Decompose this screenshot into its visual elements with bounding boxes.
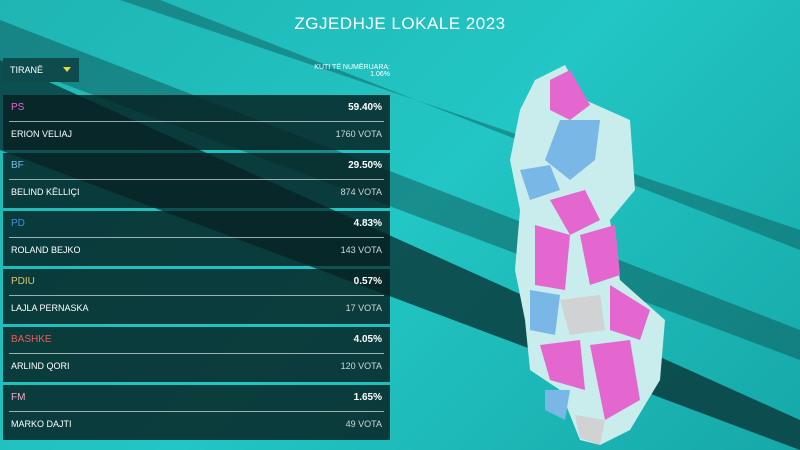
party-percent: 1.65% — [353, 392, 382, 403]
candidate-votes: 874 VOTA — [340, 187, 382, 197]
party-percent: 59.40% — [348, 102, 382, 113]
candidate-name: BELIND KËLLIÇI — [11, 187, 80, 197]
region — [575, 415, 605, 445]
map — [510, 65, 665, 445]
region — [540, 340, 585, 390]
party-name: FM — [11, 392, 26, 403]
result-row: PD 4.83% ROLAND BEJKO 143 VOTA — [3, 211, 390, 266]
candidate-votes: 1760 VOTA — [335, 129, 382, 139]
region — [610, 285, 650, 340]
party-name: BF — [11, 160, 24, 171]
party-percent: 0.57% — [353, 276, 382, 287]
candidate-votes: 17 VOTA — [345, 303, 382, 313]
candidate-name: ARLIND QORI — [11, 361, 70, 371]
region — [545, 390, 570, 420]
region — [590, 340, 640, 420]
region — [550, 70, 590, 120]
separator — [9, 353, 384, 354]
separator — [9, 121, 384, 122]
result-row: PS 59.40% ERION VELIAJ 1760 VOTA — [3, 95, 390, 150]
candidate-votes: 143 VOTA — [340, 245, 382, 255]
region — [530, 290, 560, 335]
region — [580, 225, 620, 285]
result-row: FM 1.65% MARKO DAJTI 49 VOTA — [3, 385, 390, 440]
candidate-name: ROLAND BEJKO — [11, 245, 81, 255]
party-name: PS — [11, 102, 25, 113]
party-percent: 29.50% — [348, 160, 382, 171]
result-row: BASHKE 4.05% ARLIND QORI 120 VOTA — [3, 327, 390, 382]
party-percent: 4.83% — [353, 218, 382, 229]
candidate-name: ERION VELIAJ — [11, 129, 73, 139]
region — [560, 295, 605, 335]
separator — [9, 179, 384, 180]
candidate-votes: 120 VOTA — [340, 361, 382, 371]
separator — [9, 411, 384, 412]
region — [550, 190, 600, 235]
result-row: BF 29.50% BELIND KËLLIÇI 874 VOTA — [3, 153, 390, 208]
separator — [9, 295, 384, 296]
municipality-dropdown[interactable]: TIRANË — [3, 58, 79, 82]
region — [535, 225, 570, 290]
candidate-name: LAJLA PERNASKA — [11, 303, 89, 313]
separator — [9, 237, 384, 238]
title: ZGJEDHJE LOKALE 2023 — [294, 14, 506, 33]
candidate-name: MARKO DAJTI — [11, 419, 72, 429]
party-percent: 4.05% — [353, 334, 382, 345]
party-name: BASHKE — [11, 334, 52, 345]
party-name: PD — [11, 218, 25, 229]
candidate-votes: 49 VOTA — [345, 419, 382, 429]
region — [520, 165, 560, 200]
counted-boxes: KUTI TË NUMËRUARA: 1.06% — [314, 64, 390, 78]
result-row: PDIU 0.57% LAJLA PERNASKA 17 VOTA — [3, 269, 390, 324]
region — [545, 120, 600, 180]
party-name: PDIU — [11, 276, 35, 287]
